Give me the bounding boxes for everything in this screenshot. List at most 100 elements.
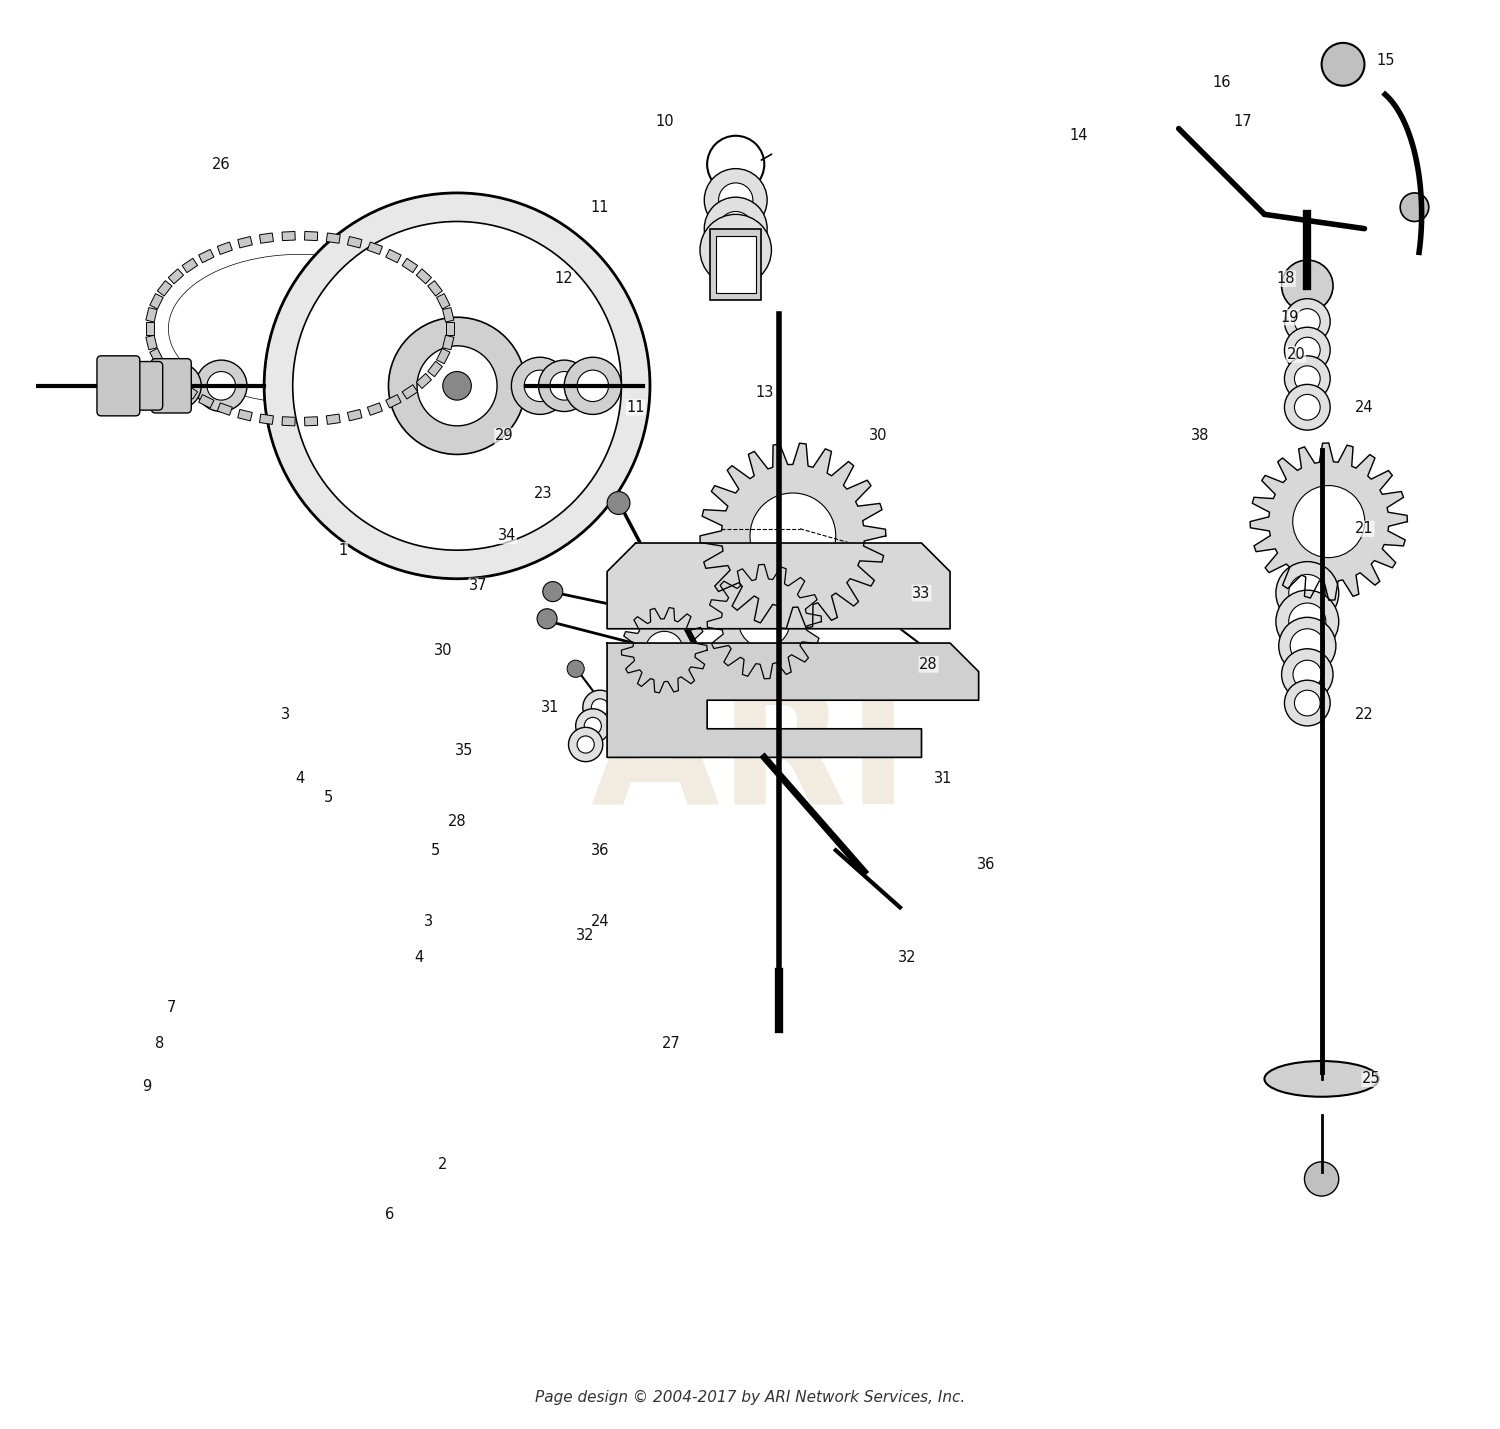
Text: 2: 2 — [438, 1157, 447, 1172]
Text: 7: 7 — [166, 1000, 176, 1015]
Text: 24: 24 — [591, 915, 609, 929]
Text: 15: 15 — [1377, 53, 1395, 67]
Polygon shape — [260, 233, 273, 243]
Circle shape — [1293, 660, 1322, 689]
Circle shape — [140, 376, 160, 396]
Text: 3: 3 — [280, 707, 290, 722]
Polygon shape — [442, 307, 454, 322]
Circle shape — [750, 493, 836, 579]
Polygon shape — [348, 237, 361, 247]
Circle shape — [264, 193, 650, 579]
Circle shape — [148, 312, 154, 317]
Circle shape — [718, 211, 753, 246]
Circle shape — [242, 239, 248, 244]
Circle shape — [524, 370, 555, 402]
Circle shape — [156, 363, 201, 409]
Polygon shape — [608, 643, 978, 757]
Circle shape — [406, 263, 412, 269]
Text: 21: 21 — [1354, 522, 1374, 536]
Circle shape — [330, 236, 336, 242]
Circle shape — [564, 357, 621, 414]
Text: 38: 38 — [1191, 429, 1209, 443]
Circle shape — [591, 699, 609, 716]
Circle shape — [162, 286, 168, 292]
Circle shape — [390, 399, 396, 404]
Circle shape — [1281, 649, 1334, 700]
Polygon shape — [150, 293, 164, 309]
Polygon shape — [402, 259, 417, 273]
Circle shape — [700, 214, 771, 286]
Circle shape — [204, 399, 209, 404]
Circle shape — [207, 372, 236, 400]
Circle shape — [1294, 337, 1320, 363]
Polygon shape — [146, 307, 158, 322]
Circle shape — [446, 312, 452, 317]
Text: Page design © 2004-2017 by ARI Network Services, Inc.: Page design © 2004-2017 by ARI Network S… — [536, 1390, 964, 1405]
Text: 28: 28 — [447, 815, 466, 829]
Polygon shape — [158, 280, 172, 296]
Circle shape — [153, 299, 159, 304]
Text: 36: 36 — [976, 857, 994, 872]
Circle shape — [222, 406, 228, 412]
Text: 14: 14 — [1070, 129, 1088, 143]
Polygon shape — [386, 249, 400, 263]
Circle shape — [134, 376, 152, 396]
Circle shape — [645, 632, 682, 669]
Polygon shape — [706, 564, 822, 679]
Polygon shape — [182, 384, 198, 399]
Circle shape — [550, 372, 579, 400]
Text: 25: 25 — [1362, 1072, 1382, 1086]
Circle shape — [568, 727, 603, 762]
Circle shape — [432, 286, 438, 292]
Text: 9: 9 — [142, 1079, 152, 1093]
Text: 10: 10 — [656, 114, 674, 129]
Polygon shape — [168, 373, 183, 389]
Circle shape — [1276, 590, 1338, 653]
Text: 28: 28 — [920, 657, 938, 672]
Polygon shape — [260, 414, 273, 424]
Circle shape — [308, 419, 314, 424]
Polygon shape — [446, 323, 454, 336]
Text: 29: 29 — [495, 429, 513, 443]
Circle shape — [447, 326, 453, 332]
Text: 26: 26 — [211, 157, 231, 171]
Text: 12: 12 — [555, 272, 573, 286]
Circle shape — [1290, 629, 1324, 663]
Text: 5: 5 — [324, 790, 333, 805]
Circle shape — [1322, 43, 1365, 86]
Circle shape — [222, 246, 228, 252]
Circle shape — [195, 360, 248, 412]
Polygon shape — [217, 242, 232, 254]
Text: ARI: ARI — [591, 676, 909, 839]
Circle shape — [1284, 299, 1330, 344]
Polygon shape — [168, 269, 183, 284]
Circle shape — [148, 340, 154, 346]
Polygon shape — [182, 259, 198, 273]
FancyBboxPatch shape — [123, 362, 162, 410]
Circle shape — [352, 239, 357, 244]
Polygon shape — [427, 280, 442, 296]
Circle shape — [1288, 574, 1326, 612]
Circle shape — [578, 370, 609, 402]
Circle shape — [608, 492, 630, 514]
Bar — [716, 236, 756, 293]
Polygon shape — [304, 231, 318, 240]
Circle shape — [264, 416, 270, 422]
Circle shape — [1294, 394, 1320, 420]
Text: 13: 13 — [754, 386, 774, 400]
Text: 3: 3 — [424, 915, 433, 929]
Polygon shape — [217, 403, 232, 416]
Polygon shape — [427, 362, 442, 377]
Text: 20: 20 — [1287, 347, 1305, 362]
Circle shape — [330, 416, 336, 422]
Polygon shape — [198, 394, 214, 409]
Circle shape — [1284, 680, 1330, 726]
Text: 4: 4 — [296, 772, 304, 786]
Circle shape — [1278, 617, 1336, 674]
Circle shape — [441, 299, 446, 304]
Circle shape — [1284, 356, 1330, 402]
Circle shape — [264, 236, 270, 242]
Circle shape — [584, 717, 602, 735]
Circle shape — [1284, 327, 1330, 373]
Text: 31: 31 — [542, 700, 560, 714]
